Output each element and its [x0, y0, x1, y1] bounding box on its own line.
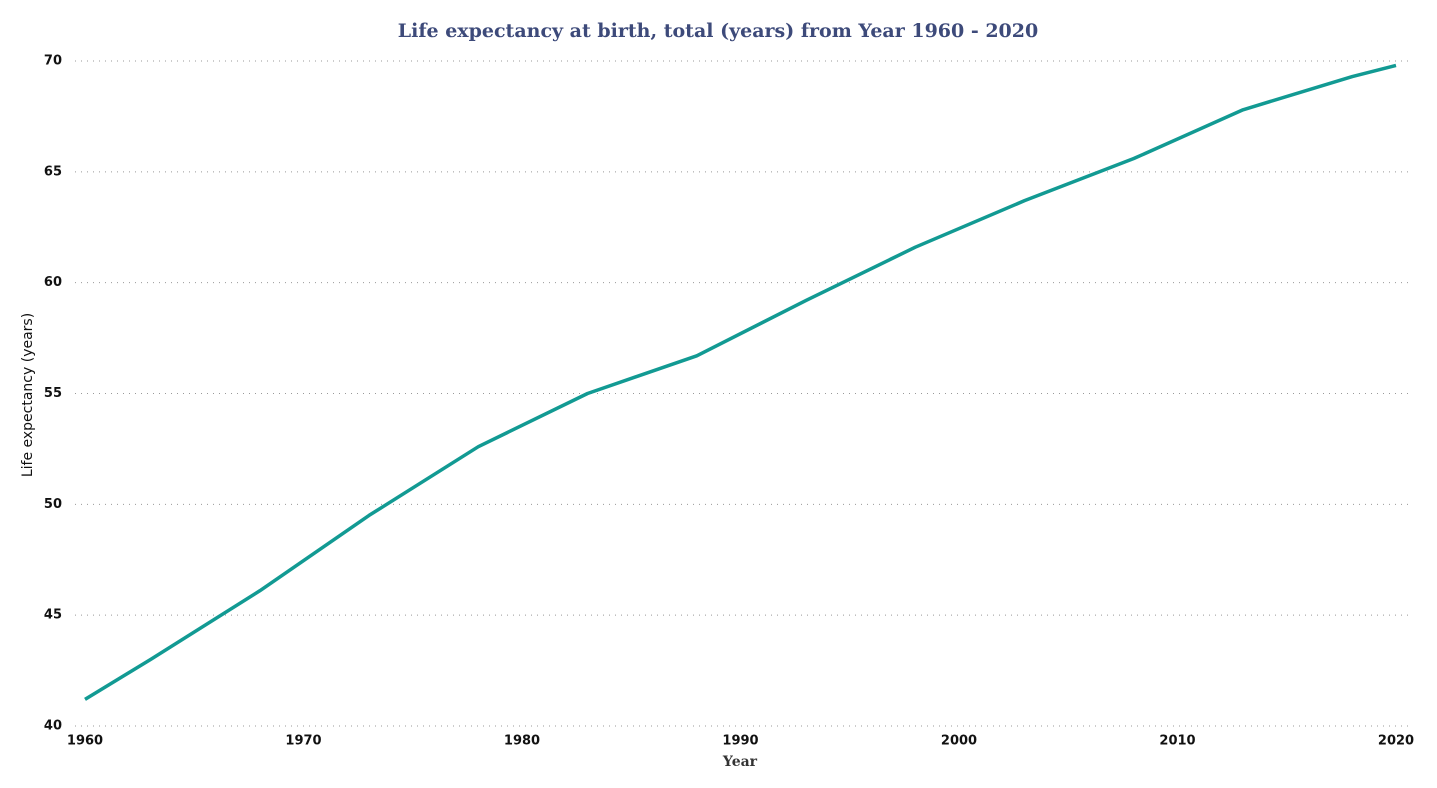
x-tick-label: 1970: [285, 734, 321, 749]
y-tick-label: 40: [44, 719, 62, 734]
y-tick-label: 60: [44, 275, 62, 290]
y-tick-label: 50: [44, 497, 62, 512]
x-tick-label: 2020: [1378, 734, 1414, 749]
y-tick-label: 45: [44, 608, 62, 623]
y-tick-label: 70: [44, 54, 62, 69]
y-axis-title: Life expectancy (years): [20, 313, 36, 477]
x-tick-label: 2010: [1159, 734, 1195, 749]
x-tick-label: 1960: [67, 734, 103, 749]
y-tick-label: 65: [44, 164, 62, 179]
x-tick-label: 1990: [722, 734, 758, 749]
data-line: [84, 63, 1397, 701]
y-tick-label: 55: [44, 386, 62, 401]
x-tick-label: 2000: [941, 734, 977, 749]
x-axis-title: Year: [722, 754, 758, 770]
x-tick-label: 1980: [504, 734, 540, 749]
chart-title: Life expectancy at birth, total (years) …: [398, 20, 1038, 42]
